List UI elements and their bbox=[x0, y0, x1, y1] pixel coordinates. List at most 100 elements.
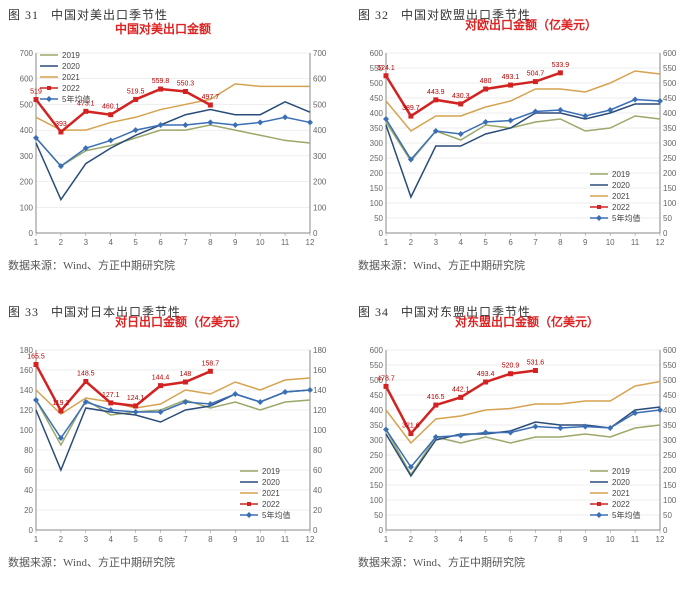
svg-text:500: 500 bbox=[663, 376, 677, 385]
svg-text:7: 7 bbox=[183, 238, 188, 247]
svg-text:100: 100 bbox=[663, 199, 677, 208]
figure-label: 图 32 bbox=[358, 8, 389, 22]
svg-text:0: 0 bbox=[379, 526, 384, 535]
svg-text:519: 519 bbox=[30, 89, 42, 96]
chart-svg: 0050501001001501502002002502503003003503… bbox=[358, 322, 688, 552]
svg-text:40: 40 bbox=[24, 486, 33, 495]
svg-text:2020: 2020 bbox=[612, 478, 630, 487]
svg-text:160: 160 bbox=[313, 366, 327, 375]
svg-text:8: 8 bbox=[558, 535, 563, 544]
svg-text:180: 180 bbox=[313, 346, 327, 355]
svg-text:9: 9 bbox=[233, 535, 238, 544]
svg-text:250: 250 bbox=[663, 451, 677, 460]
svg-text:300: 300 bbox=[370, 139, 384, 148]
svg-text:140: 140 bbox=[313, 386, 327, 395]
svg-text:10: 10 bbox=[256, 535, 265, 544]
svg-text:7: 7 bbox=[533, 238, 538, 247]
svg-text:8: 8 bbox=[558, 238, 563, 247]
svg-text:350: 350 bbox=[370, 124, 384, 133]
svg-text:150: 150 bbox=[663, 481, 677, 490]
svg-text:550: 550 bbox=[370, 361, 384, 370]
svg-text:450: 450 bbox=[663, 391, 677, 400]
svg-text:5年均值: 5年均值 bbox=[62, 94, 90, 104]
svg-text:1: 1 bbox=[384, 238, 389, 247]
svg-text:600: 600 bbox=[313, 75, 327, 84]
svg-text:0: 0 bbox=[663, 229, 668, 238]
source-text: 数据来源：Wind、方正中期研究院 bbox=[8, 554, 342, 570]
svg-text:3: 3 bbox=[434, 238, 439, 247]
svg-text:20: 20 bbox=[24, 506, 33, 515]
svg-text:504.7: 504.7 bbox=[527, 71, 545, 78]
svg-text:600: 600 bbox=[20, 75, 34, 84]
svg-text:300: 300 bbox=[20, 152, 34, 161]
svg-text:5年均值: 5年均值 bbox=[262, 510, 290, 520]
svg-text:5: 5 bbox=[133, 238, 138, 247]
svg-text:60: 60 bbox=[24, 466, 33, 475]
svg-text:7: 7 bbox=[533, 535, 538, 544]
svg-text:148.5: 148.5 bbox=[77, 371, 95, 378]
svg-text:0: 0 bbox=[29, 526, 34, 535]
svg-text:478.7: 478.7 bbox=[377, 375, 395, 382]
svg-text:3: 3 bbox=[84, 535, 89, 544]
panel-31: 图 31 中国对美出口季节性 中国对美出口金额 0010010020020030… bbox=[0, 0, 350, 297]
svg-text:140: 140 bbox=[20, 386, 34, 395]
svg-text:600: 600 bbox=[370, 49, 384, 58]
svg-text:10: 10 bbox=[606, 535, 615, 544]
svg-text:5: 5 bbox=[483, 535, 488, 544]
svg-text:100: 100 bbox=[20, 426, 34, 435]
svg-text:4: 4 bbox=[459, 238, 464, 247]
svg-text:50: 50 bbox=[374, 214, 383, 223]
svg-text:520.9: 520.9 bbox=[502, 363, 520, 370]
svg-text:0: 0 bbox=[379, 229, 384, 238]
svg-text:493.4: 493.4 bbox=[477, 371, 495, 378]
svg-text:200: 200 bbox=[663, 466, 677, 475]
svg-text:127.1: 127.1 bbox=[102, 392, 120, 399]
svg-text:3: 3 bbox=[84, 238, 89, 247]
svg-text:2021: 2021 bbox=[62, 73, 80, 82]
svg-text:158.7: 158.7 bbox=[202, 360, 220, 367]
svg-text:100: 100 bbox=[313, 203, 327, 212]
svg-text:600: 600 bbox=[663, 49, 677, 58]
svg-text:700: 700 bbox=[313, 49, 327, 58]
svg-text:300: 300 bbox=[313, 152, 327, 161]
svg-text:7: 7 bbox=[183, 535, 188, 544]
svg-text:50: 50 bbox=[663, 214, 672, 223]
svg-text:460.1: 460.1 bbox=[102, 104, 120, 111]
svg-text:1: 1 bbox=[34, 535, 39, 544]
chart-title: 对欧出口金额（亿美元） bbox=[465, 16, 597, 33]
svg-text:2022: 2022 bbox=[62, 84, 80, 93]
svg-text:480: 480 bbox=[480, 78, 492, 85]
svg-text:2020: 2020 bbox=[262, 478, 280, 487]
svg-text:12: 12 bbox=[306, 535, 315, 544]
svg-text:250: 250 bbox=[370, 154, 384, 163]
svg-text:100: 100 bbox=[20, 203, 34, 212]
svg-text:400: 400 bbox=[663, 109, 677, 118]
svg-text:400: 400 bbox=[313, 126, 327, 135]
svg-text:40: 40 bbox=[313, 486, 322, 495]
svg-text:400: 400 bbox=[663, 406, 677, 415]
svg-text:150: 150 bbox=[663, 184, 677, 193]
svg-text:2022: 2022 bbox=[612, 203, 630, 212]
svg-text:144.4: 144.4 bbox=[152, 375, 170, 382]
svg-text:531.6: 531.6 bbox=[527, 360, 545, 367]
svg-text:9: 9 bbox=[583, 238, 588, 247]
svg-text:443.9: 443.9 bbox=[427, 89, 445, 96]
svg-text:165.5: 165.5 bbox=[27, 354, 45, 361]
svg-text:5: 5 bbox=[483, 238, 488, 247]
svg-text:11: 11 bbox=[281, 535, 290, 544]
svg-text:2: 2 bbox=[409, 238, 414, 247]
svg-text:430.3: 430.3 bbox=[452, 93, 470, 100]
svg-text:2020: 2020 bbox=[612, 181, 630, 190]
svg-text:2019: 2019 bbox=[612, 467, 630, 476]
svg-text:160: 160 bbox=[20, 366, 34, 375]
svg-text:200: 200 bbox=[20, 178, 34, 187]
svg-text:321.6: 321.6 bbox=[402, 423, 420, 430]
svg-text:2: 2 bbox=[59, 238, 64, 247]
svg-text:442.1: 442.1 bbox=[452, 386, 470, 393]
svg-text:350: 350 bbox=[370, 421, 384, 430]
svg-text:250: 250 bbox=[370, 451, 384, 460]
chart-svg: 0020204040606080801001001201201401401601… bbox=[8, 322, 338, 552]
chart-title: 对日出口金额（亿美元） bbox=[115, 313, 247, 330]
svg-text:450: 450 bbox=[663, 94, 677, 103]
svg-text:2020: 2020 bbox=[62, 62, 80, 71]
